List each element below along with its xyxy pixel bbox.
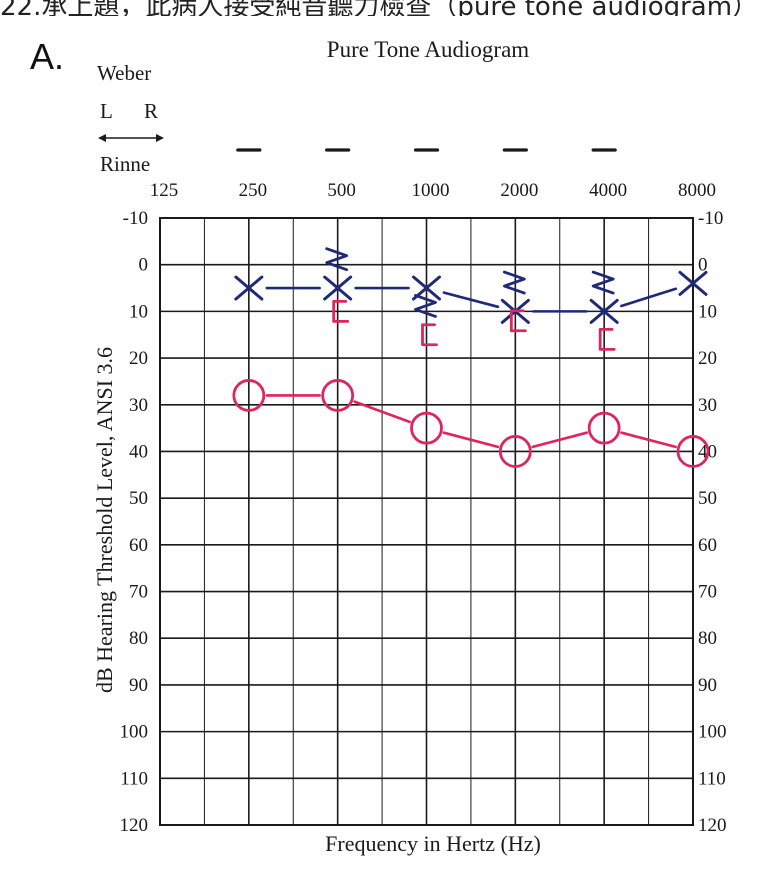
- data-point: [509, 309, 527, 333]
- x-axis-label: Frequency in Hertz (Hz): [325, 831, 541, 856]
- x-tick-label: 8000: [678, 180, 716, 201]
- weber-arrow: [98, 134, 164, 142]
- x-tick-label: 1000: [412, 180, 450, 201]
- y-tick-label: 90: [129, 675, 148, 696]
- data-point: [421, 323, 438, 347]
- y-tick-label: 20: [129, 348, 148, 369]
- data-point: [232, 379, 266, 412]
- y-tick-label: 60: [129, 535, 148, 556]
- series-bone-right: [325, 247, 615, 318]
- y-tick-label-right: 80: [698, 628, 717, 649]
- data-point: [332, 299, 350, 323]
- series-line: [442, 291, 500, 309]
- rinne-label: Rinne: [100, 152, 150, 176]
- data-point: [321, 379, 355, 412]
- data-point: [591, 270, 615, 295]
- y-tick-label: 0: [139, 255, 149, 276]
- data-point: [678, 270, 708, 296]
- y-tick-label: 50: [129, 488, 148, 509]
- x-tick-labels: 125 250 500 1000 2000 4000 8000: [150, 180, 716, 201]
- y-tick-label-right: 110: [698, 768, 726, 789]
- top-strip-text: 22.承上題，此病人接受純音聽力檢查（pure tone audiogram）: [0, 0, 767, 16]
- series-line: [442, 431, 500, 449]
- data-point: [414, 293, 437, 318]
- weber-right-label: R: [144, 99, 158, 123]
- y-tick-label-right: -10: [698, 208, 723, 229]
- data-point: [410, 411, 443, 445]
- question-text: 22.承上題，此病人接受純音聽力檢查（pure tone audiogram）: [0, 0, 759, 16]
- series-line: [620, 287, 678, 308]
- x-tick-label: 125: [150, 180, 179, 201]
- grid: [159, 217, 694, 826]
- data-point: [676, 435, 710, 468]
- y-tick-label: -10: [123, 208, 148, 229]
- series-bracket: [332, 299, 616, 351]
- y-tick-label: 70: [129, 582, 148, 603]
- data-point: [234, 275, 264, 301]
- chart-title: Pure Tone Audiogram: [327, 37, 529, 62]
- data-point: [589, 298, 619, 324]
- data-point: [498, 435, 532, 468]
- y-tick-label: 40: [129, 441, 148, 462]
- y-tick-label: 110: [120, 768, 148, 789]
- data-point: [325, 247, 349, 272]
- weber-label: Weber: [97, 61, 151, 85]
- series-line: [531, 431, 589, 449]
- y-tick-label: 30: [129, 395, 148, 416]
- y-tick-label: 80: [129, 628, 148, 649]
- y-tick-label-right: 100: [698, 722, 727, 743]
- data-point: [598, 328, 616, 351]
- panel-letter: A.: [30, 36, 65, 77]
- y-tick-label-right: 60: [698, 535, 717, 556]
- y-tick-label: 120: [120, 815, 149, 836]
- y-tick-labels-left: -10 0 10 20 30 40 50 60 70 80 90 100 110 120: [120, 208, 149, 836]
- y-tick-label-right: 70: [698, 582, 717, 603]
- data-point: [323, 275, 353, 301]
- series-circle: [232, 379, 710, 468]
- y-tick-label: 10: [129, 301, 148, 322]
- y-tick-label-right: 10: [698, 301, 717, 322]
- x-tick-label: 4000: [589, 180, 627, 201]
- y-axis-label: dB Hearing Threshold Level, ANSI 3.6: [92, 347, 117, 693]
- y-tick-label-right: 90: [698, 675, 717, 696]
- y-tick-label-right: 50: [698, 488, 717, 509]
- data-point: [587, 411, 621, 445]
- x-tick-label: 2000: [500, 180, 538, 201]
- weber-left-label: L: [100, 99, 113, 123]
- data-point: [502, 270, 526, 295]
- series-layer: [232, 247, 710, 468]
- series-line: [620, 431, 677, 449]
- x-tick-label: 250: [239, 180, 268, 201]
- y-tick-label: 100: [120, 722, 149, 743]
- series-line: [353, 400, 411, 424]
- y-tick-label-right: 30: [698, 395, 717, 416]
- x-tick-label: 500: [327, 180, 356, 201]
- y-tick-label-right: 0: [698, 255, 708, 276]
- y-tick-label-right: 20: [698, 348, 717, 369]
- y-tick-label-right: 120: [698, 815, 727, 836]
